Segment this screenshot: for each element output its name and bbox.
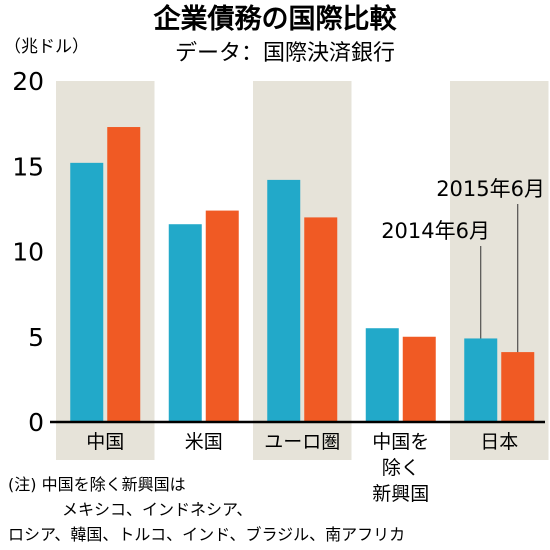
- y-tick-0: 0: [28, 408, 44, 437]
- chart-subtitle: データ：国際決済銀行: [175, 41, 395, 66]
- category-label-1: 米国: [185, 431, 223, 453]
- bar-2015-0: [107, 127, 141, 422]
- bar-2015-1: [205, 210, 239, 422]
- y-axis-unit: （兆ドル）: [4, 37, 89, 57]
- bar-2014-4: [464, 338, 498, 422]
- y-tick-20: 20: [12, 67, 44, 96]
- bar-2014-0: [70, 162, 104, 422]
- category-label-0: 中国: [86, 431, 124, 453]
- category-label-3-line-0: 中国を: [372, 431, 429, 453]
- bar-2015-4: [501, 352, 535, 422]
- category-label-3-line-1: 除く: [382, 457, 420, 479]
- category-label-2: ユーロ圏: [264, 431, 340, 453]
- footnote: (注) 中国を除く新興国は メキシコ、インドネシア、 ロシア、韓国、トルコ、イン…: [8, 475, 405, 544]
- category-labels: 中国 米国 ユーロ圏 中国を除く新興国 日本: [86, 431, 518, 505]
- note-line-1: (注) 中国を除く新興国は: [8, 475, 186, 494]
- bar-2014-2: [267, 179, 301, 422]
- series-annotations: 2015年6月 2014年6月: [381, 177, 545, 353]
- category-label-4: 日本: [480, 431, 518, 453]
- y-axis-ticks: 0 5 10 15 20: [12, 67, 44, 437]
- note-line-2: メキシコ、インドネシア、: [62, 500, 252, 519]
- note-line-3: ロシア、韓国、トルコ、インド、ブラジル、南アフリカ: [8, 525, 405, 544]
- annotation-2015: 2015年6月: [436, 177, 545, 201]
- category-label-3-line-2: 新興国: [372, 483, 429, 505]
- bar-2014-3: [365, 328, 399, 422]
- bar-2015-3: [402, 336, 436, 422]
- bar-2015-2: [304, 217, 338, 422]
- bar-2014-1: [168, 224, 202, 422]
- bars: [70, 127, 535, 422]
- chart-title: 企業債務の国際比較: [154, 3, 398, 35]
- y-tick-15: 15: [12, 152, 44, 181]
- y-tick-5: 5: [28, 323, 44, 352]
- annotation-2014: 2014年6月: [381, 219, 490, 243]
- y-tick-10: 10: [12, 238, 44, 267]
